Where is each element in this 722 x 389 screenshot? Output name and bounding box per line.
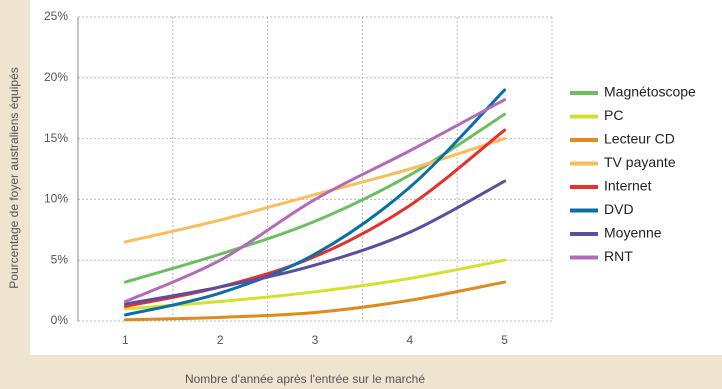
legend-label: RNT [604,248,633,264]
y-axis-title: Pourcentage de foyer australiens équipés [7,67,21,288]
x-tick-label: 5 [501,333,508,347]
series-line [123,280,507,322]
legend-label: DVD [604,201,634,217]
legend-label: TV payante [604,154,676,170]
y-tick-label: 25% [44,9,68,23]
x-tick-label: 1 [122,333,129,347]
series-line [123,258,507,311]
legend-label: Internet [604,178,652,194]
legend-label: Lecteur CD [604,131,675,147]
y-tick-label: 15% [44,131,68,145]
series-line [123,137,507,244]
y-tick-label: 5% [51,252,69,266]
series-line [123,98,507,304]
x-tick-label: 4 [406,333,413,347]
legend-label: Magnétoscope [604,84,696,100]
series-line [123,179,507,306]
x-tick-label: 2 [217,333,224,347]
x-tick-label: 3 [312,333,319,347]
x-axis-title: Nombre d'année après l'entrée sur le mar… [185,372,425,386]
legend-label: Moyenne [604,225,662,241]
legend-label: PC [604,107,623,123]
series-line [123,88,507,317]
y-tick-label: 10% [44,192,68,206]
y-tick-label: 0% [51,313,69,327]
y-tick-label: 20% [44,70,68,84]
